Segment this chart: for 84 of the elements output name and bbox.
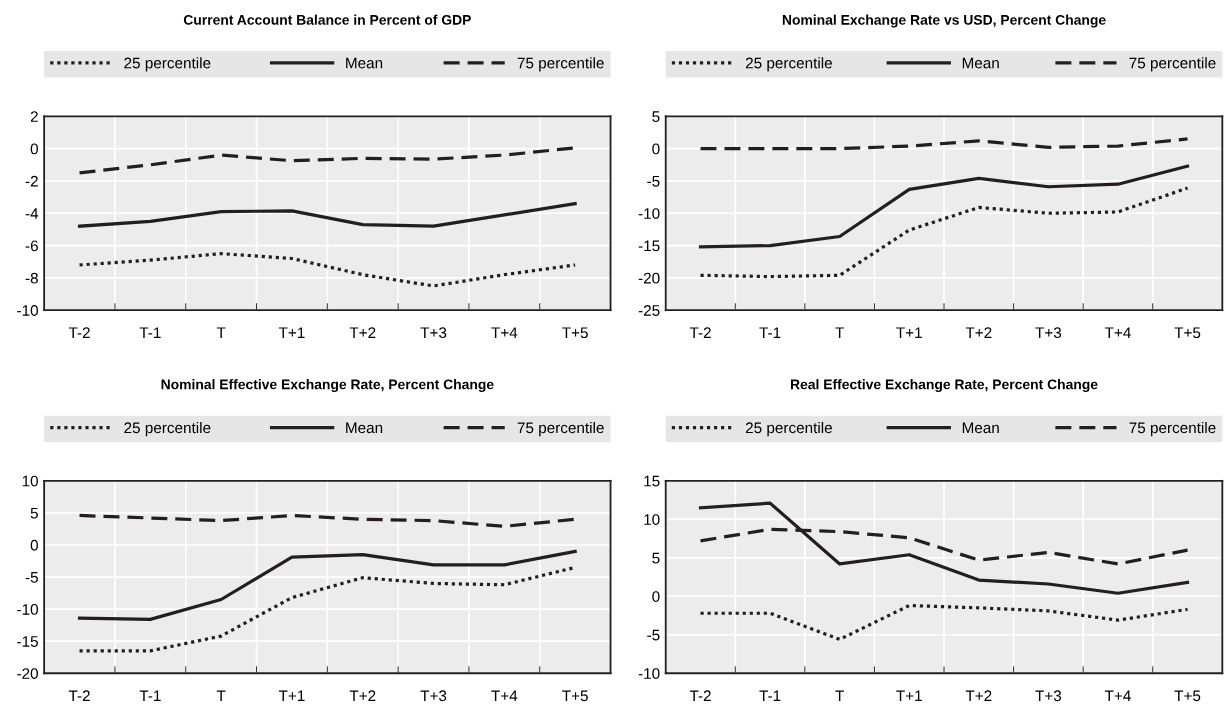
x-tick-label: T+2: [965, 690, 992, 702]
y-tick-label: -5: [647, 175, 660, 187]
chart-title: Current Account Balance in Percent of GDP: [183, 14, 471, 25]
legend-label: Mean: [346, 57, 383, 69]
y-tick-label: -10: [17, 603, 38, 615]
x-tick-label: T-2: [689, 327, 711, 338]
legend-label: 75 percentile: [1129, 421, 1216, 437]
y-tick-label: -15: [17, 636, 38, 647]
legend-label: 25 percentile: [124, 421, 211, 437]
line-series: [77, 513, 577, 528]
y-tick-label: -5: [647, 629, 660, 641]
y-tick-label: 2: [30, 111, 38, 122]
y-tick-label: -5: [25, 572, 38, 583]
x-tick-label: T+1: [278, 327, 305, 338]
chart-title: Real Effective Exchange Rate, Percent Change: [790, 379, 1098, 393]
y-tick-label: -25: [638, 305, 660, 316]
y-tick-label: 0: [30, 539, 38, 551]
legend-label: 75 percentile: [1129, 57, 1216, 72]
y-tick-label: -10: [638, 668, 660, 679]
y-tick-label: -20: [638, 272, 660, 284]
y-tick-label: 10: [644, 514, 660, 525]
y-tick-label: 15: [644, 475, 660, 487]
x-tick-label: T+3: [1035, 690, 1062, 702]
line-series: [77, 201, 577, 228]
x-tick-label: T-1: [759, 327, 781, 338]
y-tick-label: -15: [638, 240, 660, 252]
y-tick-label: 5: [30, 507, 38, 519]
x-tick-label: T+5: [1174, 327, 1201, 339]
y-tick-label: 0: [652, 591, 660, 602]
x-tick-label: T-1: [139, 327, 161, 338]
legend-label: Mean: [962, 422, 999, 434]
x-tick-label: T+5: [562, 690, 588, 702]
legend-label: 25 percentile: [745, 421, 832, 437]
x-tick-label: T+4: [1104, 690, 1131, 702]
x-tick-label: T-2: [68, 690, 90, 702]
line-series: [698, 164, 1190, 249]
line-series: [698, 186, 1190, 279]
x-tick-label: T: [216, 690, 226, 702]
x-tick-label: T+4: [1104, 327, 1131, 338]
legend-label: 75 percentile: [517, 421, 604, 437]
x-tick-label: T+3: [420, 327, 447, 339]
x-tick-label: T+1: [278, 690, 305, 702]
legend-label: 25 percentile: [745, 57, 832, 72]
x-tick-label: T+3: [1035, 327, 1062, 339]
x-tick-label: T+1: [896, 690, 922, 702]
chart-title: Nominal Exchange Rate vs USD, Percent Change: [782, 14, 1106, 28]
y-tick-label: -20: [17, 668, 38, 679]
x-tick-label: T-1: [759, 690, 781, 702]
x-tick-label: T+2: [965, 327, 992, 338]
x-tick-label: T: [835, 327, 844, 338]
x-tick-label: T: [216, 327, 226, 338]
x-tick-label: T+2: [349, 327, 376, 338]
y-tick-label: 10: [22, 475, 38, 487]
legend-label: Mean: [962, 57, 999, 69]
line-series: [77, 252, 577, 288]
x-tick-label: T+1: [896, 327, 922, 338]
chart-title: Nominal Effective Exchange Rate, Percent Change: [161, 379, 494, 393]
line-series: [698, 137, 1190, 151]
x-tick-label: T-2: [689, 690, 711, 702]
x-tick-label: T+4: [491, 327, 518, 338]
legend-label: 75 percentile: [517, 57, 604, 72]
x-tick-label: T-2: [68, 327, 90, 338]
x-tick-label: T+2: [349, 690, 376, 702]
y-tick-label: 0: [652, 143, 660, 155]
y-tick-label: -10: [638, 208, 660, 219]
x-tick-label: T+3: [420, 690, 447, 702]
x-tick-label: T-1: [139, 690, 161, 702]
x-tick-label: T+5: [562, 327, 588, 339]
legend-label: Mean: [346, 422, 383, 434]
y-tick-label: -6: [25, 240, 38, 252]
y-tick-label: 5: [652, 111, 660, 123]
x-tick-label: T+4: [491, 690, 518, 702]
x-tick-label: T: [835, 690, 844, 702]
y-tick-label: 5: [652, 552, 660, 564]
y-tick-label: -8: [25, 272, 38, 284]
y-tick-label: -2: [25, 175, 38, 187]
y-tick-label: -4: [25, 208, 39, 219]
y-tick-label: 0: [30, 143, 38, 155]
legend-label: 25 percentile: [124, 57, 211, 72]
x-tick-label: T+5: [1174, 690, 1201, 702]
y-tick-label: -10: [17, 305, 38, 316]
line-series: [698, 603, 1190, 641]
line-series: [698, 501, 1190, 595]
line-series: [77, 549, 577, 621]
